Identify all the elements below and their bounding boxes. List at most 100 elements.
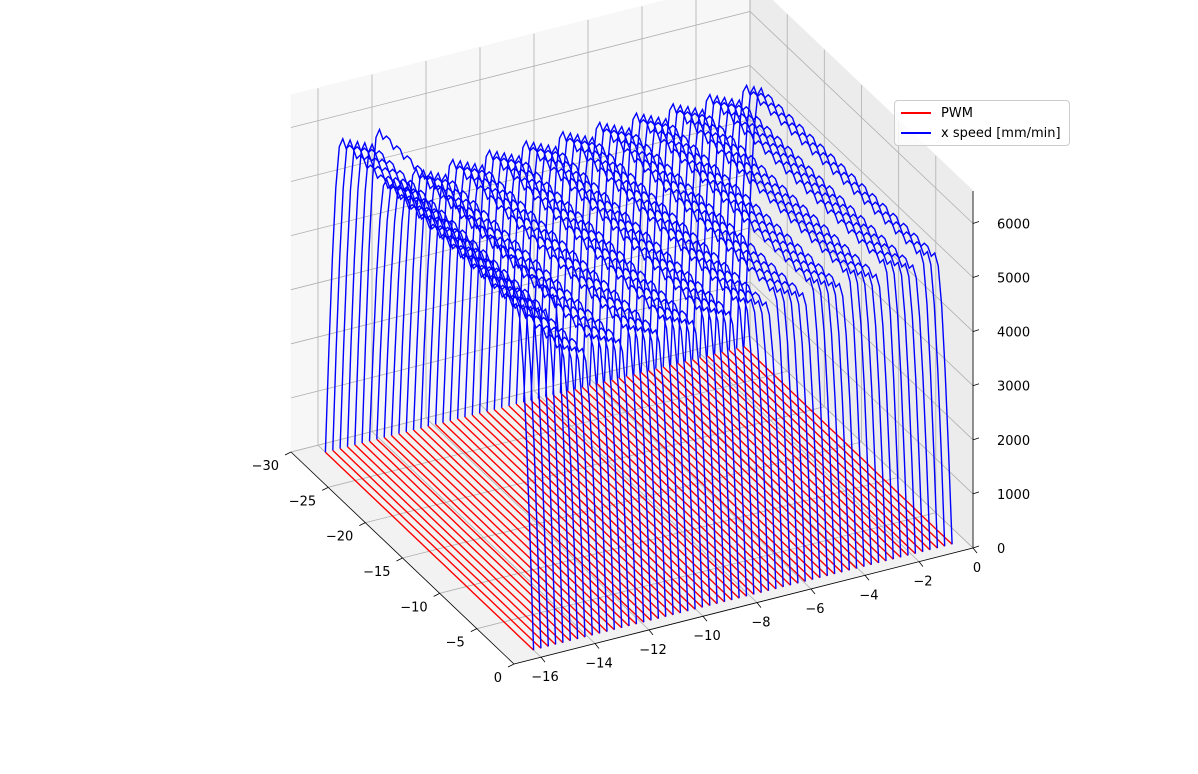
x-tick-mark: [359, 522, 366, 527]
z-tick-mark: [972, 491, 980, 495]
x-tick-label: −25: [289, 494, 316, 509]
x-speed-series-line: [743, 86, 953, 545]
pwm-series-line: [692, 358, 902, 558]
pwm-series-line: [486, 410, 696, 610]
pwm-series-line: [427, 425, 637, 625]
pwm-series-line: [442, 422, 652, 621]
pwm-series-line: [743, 345, 953, 545]
z-tick-label: 5000: [997, 272, 1030, 287]
pwm-series-line: [523, 401, 733, 601]
pwm-series-line: [699, 357, 909, 557]
z-tick-label: 0: [997, 542, 1005, 557]
z-tick-mark: [972, 329, 980, 333]
x-tick-mark: [507, 663, 515, 668]
pwm-series-line: [471, 414, 681, 614]
pwm-series-line: [515, 403, 725, 603]
pwm-series-line: [552, 394, 762, 594]
z-tick-mark: [972, 221, 980, 224]
pwm-series-line: [648, 370, 858, 570]
pwm-series-line: [684, 360, 894, 560]
pwm-series-line: [332, 449, 542, 649]
pwm-series-line: [581, 386, 791, 586]
pwm-series-line: [728, 349, 938, 549]
z-tick-mark: [972, 275, 980, 278]
x-tick-label: −20: [326, 530, 353, 545]
pwm-series-line: [493, 409, 703, 608]
x-speed-series-line: [500, 154, 711, 606]
pwm-series-line: [391, 434, 601, 634]
pwm-series-line: [479, 412, 689, 612]
pwm-series-line: [545, 396, 755, 595]
x-tick-label: −30: [252, 459, 279, 474]
y-tick-mark: [864, 575, 870, 581]
y-tick-label: −16: [531, 670, 558, 685]
pwm-series-line: [640, 371, 850, 571]
pwm-series-line: [736, 347, 946, 547]
x-speed-series-line: [464, 163, 674, 615]
z-tick-label: 6000: [997, 217, 1030, 232]
x-speed-traces: [324, 83, 953, 651]
z-tick-label: 1000: [997, 488, 1030, 503]
legend: PWM x speed [mm/min]: [894, 100, 1070, 146]
x-tick-label: −10: [400, 600, 427, 615]
x-tick-mark: [284, 451, 292, 456]
x-speed-series-line: [647, 117, 858, 569]
legend-label-x-speed: x speed [mm/min]: [941, 125, 1061, 141]
y-tick-label: 0: [973, 561, 981, 576]
y-tick-mark: [594, 643, 600, 649]
pwm-series-line: [361, 442, 571, 642]
y-axis-line: [513, 547, 974, 665]
y-tick-label: −10: [693, 629, 720, 644]
pwm-series-line: [405, 431, 615, 631]
x-speed-series-line: [611, 126, 821, 578]
pwm-series-line: [589, 384, 799, 584]
pwm-series-line: [626, 375, 836, 575]
pwm-series-line: [369, 440, 579, 640]
pwm-series-line: [633, 373, 843, 573]
x-speed-series-line: [390, 182, 601, 634]
pwm-series-line: [574, 388, 784, 588]
pwm-series-line: [398, 433, 608, 633]
z-tick-mark: [972, 437, 980, 441]
z-tick-label: 2000: [997, 434, 1030, 449]
y-tick-mark: [648, 629, 654, 636]
pwm-series-line: [464, 416, 674, 616]
z-tick-label: 3000: [997, 380, 1030, 395]
grid-line-z: [290, 11, 974, 224]
pwm-series-line: [383, 436, 593, 636]
x-tick-label: −5: [446, 636, 465, 651]
pwm-series-line: [354, 444, 564, 644]
pwm-series-line: [508, 405, 718, 605]
pwm-series-line: [420, 427, 630, 627]
pwm-series-line: [662, 366, 872, 566]
pwm-series-line: [618, 377, 828, 577]
y-tick-mark: [918, 561, 924, 567]
z-tick-mark: [972, 383, 980, 387]
z-tick-mark: [972, 545, 980, 549]
data-traces: [324, 83, 953, 651]
y-tick-label: −12: [639, 643, 666, 658]
legend-label-pwm: PWM: [941, 105, 973, 121]
pwm-series-line: [376, 438, 586, 638]
y-tick-mark: [810, 588, 816, 595]
pwm-series-line: [457, 418, 667, 618]
grid-line-z: [290, 173, 974, 386]
x-speed-series-line: [537, 144, 748, 597]
pwm-series-line: [596, 383, 806, 583]
y-tick-mark: [540, 656, 546, 663]
grid-line-z: [290, 119, 974, 332]
pwm-series-line: [530, 399, 740, 599]
grid-line-z: [290, 227, 974, 441]
legend-entry-pwm: PWM: [901, 104, 973, 122]
pwm-series-line: [567, 390, 777, 590]
pwm-series-line: [435, 423, 645, 623]
pwm-series-line: [670, 364, 880, 564]
x-tick-label: −15: [363, 565, 390, 580]
pwm-series-line: [559, 392, 769, 592]
axis-ticks: −30−25−20−15−10−50 −16−14−12−10−8−6−4−200…: [252, 191, 1030, 686]
legend-swatch-pwm: [901, 112, 931, 114]
x-tick-mark: [433, 592, 440, 597]
y-tick-mark: [702, 615, 708, 622]
pwm-series-line: [655, 368, 865, 568]
